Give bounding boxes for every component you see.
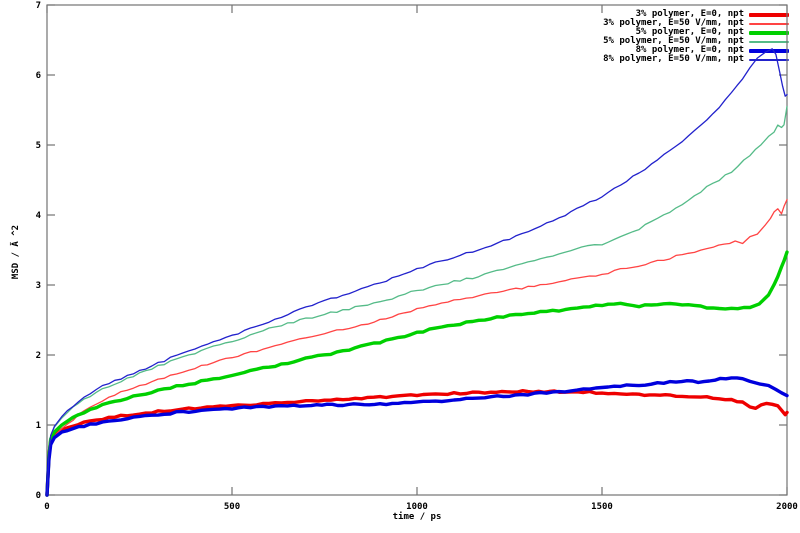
legend-line-sample [749,40,789,43]
x-tick-label: 2000 [776,502,798,512]
series-line-0 [45,389,789,497]
y-tick-label: 4 [36,211,42,221]
y-axis-label: MSD / Ä ^2 [11,224,21,280]
plot-border [46,4,788,496]
series-line-1 [46,198,788,496]
series-line-5 [46,48,788,496]
y-tick-label: 0 [36,491,41,501]
legend-line-sample [749,58,789,61]
legend-item: 8% polymer, E=50 V/mm, npt [603,55,789,64]
series-line-2 [45,250,789,497]
series-line-4 [45,376,789,497]
y-tick-label: 5 [36,141,41,151]
x-tick-label: 1000 [406,502,428,512]
legend-line-sample [749,30,789,35]
y-tick-label: 6 [36,71,41,81]
y-tick-label: 1 [36,421,41,431]
legend-line-sample [749,22,789,25]
series-line-3 [46,105,788,496]
legend-line-sample [749,48,789,53]
legend: 3% polymer, E=0, npt 3% polymer, E=50 V/… [603,10,789,64]
x-tick-label: 0 [44,502,49,512]
x-tick-label: 1500 [591,502,613,512]
x-tick-label: 500 [224,502,240,512]
legend-line-sample [749,12,789,17]
y-tick-label: 7 [36,1,41,11]
y-tick-label: 3 [36,281,41,291]
y-tick-label: 2 [36,351,41,361]
legend-label: 8% polymer, E=50 V/mm, npt [603,54,744,64]
x-axis-label: time / ps [392,512,442,522]
